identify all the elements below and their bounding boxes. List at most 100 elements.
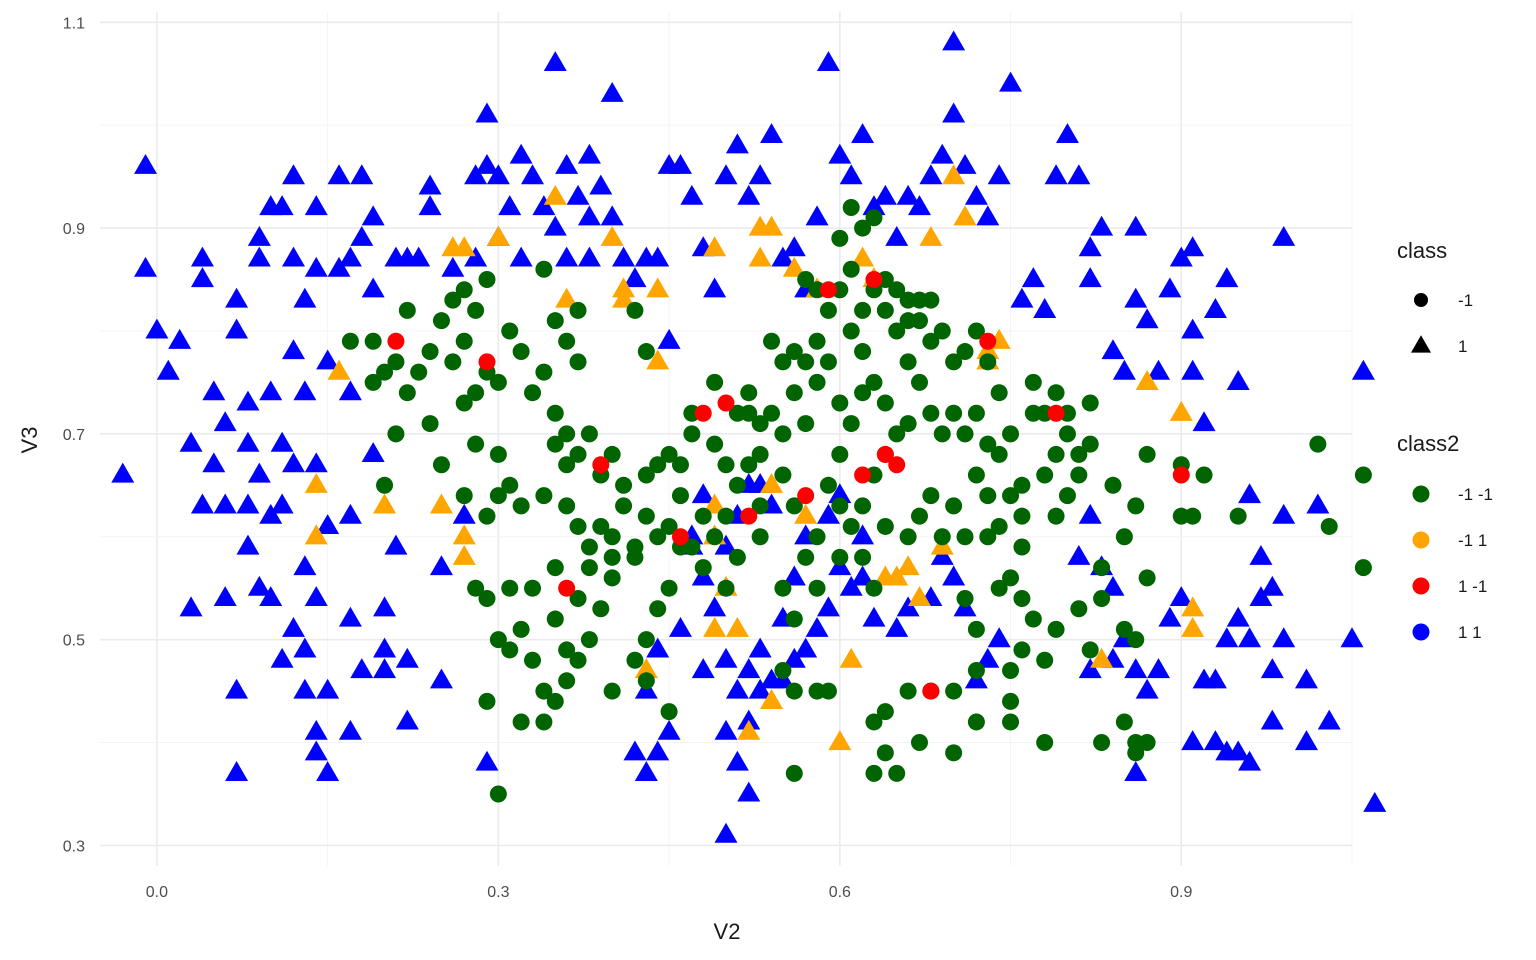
data-point-triangle xyxy=(521,164,545,185)
data-point-triangle xyxy=(316,514,340,535)
data-point-circle xyxy=(546,435,564,453)
data-point-triangle xyxy=(577,246,601,267)
data-point-circle xyxy=(1081,435,1099,453)
data-point-triangle xyxy=(964,184,988,205)
data-point-triangle xyxy=(612,287,636,308)
data-point-circle xyxy=(1195,466,1213,484)
data-point-triangle xyxy=(953,153,977,174)
data-point-triangle xyxy=(999,71,1023,92)
data-point-triangle xyxy=(1067,164,1091,185)
data-point-triangle xyxy=(498,195,522,216)
data-point-circle xyxy=(774,579,792,597)
data-point-circle xyxy=(455,394,473,412)
data-point-triangle xyxy=(1169,246,1193,267)
data-point-circle xyxy=(842,322,860,340)
data-point-circle xyxy=(922,487,940,505)
data-point-circle xyxy=(558,497,576,515)
data-point-circle xyxy=(603,548,621,566)
data-point-triangle xyxy=(1260,575,1284,596)
data-point-triangle xyxy=(304,740,328,761)
data-point-circle xyxy=(831,548,849,566)
data-point-circle xyxy=(967,620,985,638)
data-point-triangle xyxy=(225,761,249,781)
data-point-circle xyxy=(455,332,473,350)
data-point-circle xyxy=(1058,487,1076,505)
data-point-circle xyxy=(535,363,553,381)
data-point-circle xyxy=(467,384,485,402)
data-point-triangle xyxy=(327,359,351,380)
data-point-circle xyxy=(376,476,394,494)
data-point-triangle xyxy=(737,184,761,205)
data-point-circle xyxy=(888,456,906,474)
data-point-circle xyxy=(660,579,678,597)
data-point-triangle xyxy=(1158,277,1182,298)
data-point-triangle xyxy=(760,123,784,144)
x-tick-label: 0.0 xyxy=(146,884,168,901)
data-point-circle xyxy=(444,291,462,309)
data-point-circle xyxy=(706,373,724,391)
data-point-triangle xyxy=(782,647,806,668)
data-point-triangle xyxy=(225,287,249,308)
data-point-circle xyxy=(728,476,746,494)
data-point-triangle xyxy=(429,555,453,576)
data-point-triangle xyxy=(885,617,909,637)
data-point-triangle xyxy=(646,277,670,298)
data-point-circle xyxy=(706,528,724,546)
data-point-triangle xyxy=(350,164,374,185)
data-point-circle xyxy=(865,271,883,289)
data-point-circle xyxy=(1036,466,1054,484)
data-point-triangle xyxy=(156,359,180,380)
data-point-circle xyxy=(945,682,963,700)
data-point-triangle xyxy=(1215,267,1239,288)
data-point-triangle xyxy=(395,647,419,668)
data-point-triangle xyxy=(566,184,590,205)
data-point-circle xyxy=(535,260,553,278)
data-point-triangle xyxy=(1169,586,1193,607)
data-point-triangle xyxy=(304,195,328,216)
data-point-circle xyxy=(990,579,1008,597)
data-point-circle xyxy=(797,353,815,371)
data-point-triangle xyxy=(1135,308,1159,329)
data-point-triangle xyxy=(475,153,499,174)
data-point-circle xyxy=(546,312,564,330)
legend-color-key xyxy=(1412,531,1430,549)
data-point-circle xyxy=(1002,569,1020,587)
data-point-triangle xyxy=(1294,668,1318,689)
data-point-triangle xyxy=(976,205,1000,226)
data-point-triangle xyxy=(1067,544,1091,565)
data-point-triangle xyxy=(555,246,579,267)
data-point-triangle xyxy=(839,647,863,668)
data-point-circle xyxy=(649,600,667,618)
data-point-triangle xyxy=(338,606,362,627)
data-point-circle xyxy=(410,363,428,381)
data-point-triangle xyxy=(304,452,328,473)
data-point-circle xyxy=(1036,651,1054,669)
data-point-circle xyxy=(1172,507,1190,525)
data-point-triangle xyxy=(270,431,294,452)
data-point-circle xyxy=(728,404,746,422)
shape-legend-entries: -1 1 xyxy=(1411,291,1473,356)
data-point-triangle xyxy=(987,627,1011,648)
data-point-triangle xyxy=(281,164,305,185)
data-point-circle xyxy=(785,682,803,700)
data-point-triangle xyxy=(1078,267,1102,288)
data-point-triangle xyxy=(703,493,727,514)
data-point-triangle xyxy=(1215,627,1239,648)
data-point-triangle xyxy=(1260,709,1284,730)
data-point-circle xyxy=(979,528,997,546)
data-point-triangle xyxy=(851,565,875,586)
data-point-circle xyxy=(1081,641,1099,659)
data-point-circle xyxy=(603,569,621,587)
data-point-circle xyxy=(717,456,735,474)
data-point-triangle xyxy=(816,596,840,617)
data-point-circle xyxy=(808,373,826,391)
data-point-triangle xyxy=(828,730,852,751)
data-point-triangle xyxy=(236,431,260,452)
data-point-circle xyxy=(774,353,792,371)
data-point-triangle xyxy=(714,534,738,555)
data-point-circle xyxy=(910,312,928,330)
legend-color-key xyxy=(1412,623,1430,641)
data-point-triangle xyxy=(304,256,328,277)
data-point-circle xyxy=(421,415,439,433)
data-point-circle xyxy=(945,744,963,762)
